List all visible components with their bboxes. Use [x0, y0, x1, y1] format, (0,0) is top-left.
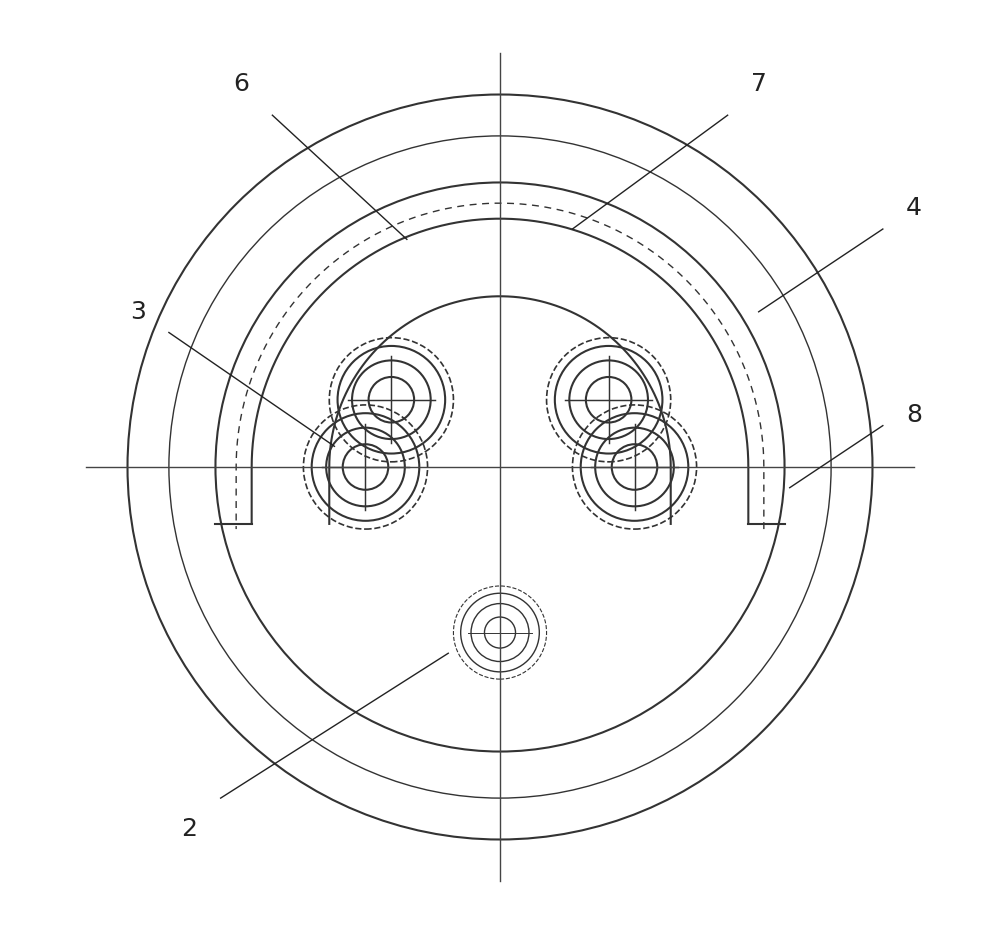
Text: 6: 6 — [233, 72, 249, 96]
Text: 3: 3 — [130, 300, 146, 324]
Text: 4: 4 — [906, 196, 922, 220]
Text: 2: 2 — [182, 817, 198, 842]
Text: 7: 7 — [751, 72, 767, 96]
Text: 8: 8 — [906, 403, 922, 427]
